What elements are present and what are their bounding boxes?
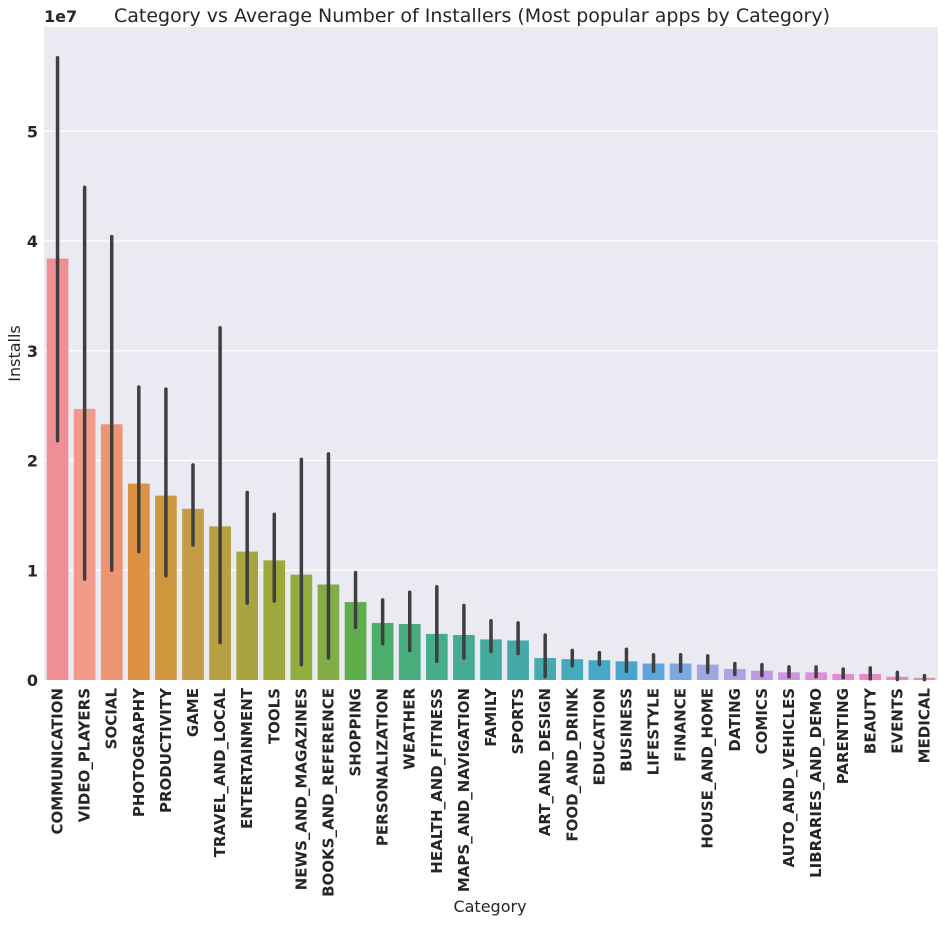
x-tick-label: MAPS_AND_NAVIGATION	[455, 688, 473, 892]
x-tick-label: FAMILY	[482, 687, 500, 747]
x-tick-label: LIFESTYLE	[645, 688, 663, 775]
y-tick-labels: 0 1 2 3 4 5	[27, 122, 38, 690]
bar-sports	[507, 640, 529, 680]
bar-education	[588, 660, 611, 680]
bar-entertainment	[236, 551, 259, 680]
x-tick-label: TRAVEL_AND_LOCAL	[211, 688, 229, 858]
y-axis-label: Installs	[5, 325, 24, 382]
plot-area	[44, 27, 938, 680]
grid-lines	[44, 130, 938, 571]
x-tick-label: DATING	[726, 688, 744, 752]
x-tick-label: HOUSE_AND_HOME	[699, 688, 717, 849]
x-tick-label: GAME	[184, 688, 202, 737]
x-tick-label: PARENTING	[834, 688, 852, 784]
x-tick-labels: COMMUNICATION VIDEO_PLAYERS SOCIAL PHOTOGRA…	[49, 687, 934, 897]
x-tick-label: WEATHER	[401, 688, 419, 770]
x-tick-label: FOOD_AND_DRINK	[563, 687, 581, 842]
bar-tools	[263, 560, 286, 680]
x-tick-label: COMICS	[753, 688, 771, 754]
x-tick-label: EDUCATION	[590, 688, 608, 785]
bar-productivity	[155, 495, 177, 680]
bar-game	[182, 508, 204, 680]
y-axis-multiplier: 1e7	[44, 7, 77, 26]
bar-communication	[46, 258, 69, 680]
error-bars	[55, 55, 927, 682]
x-tick-label: COMMUNICATION	[49, 688, 67, 835]
x-tick-label: NEWS_AND_MAGAZINES	[292, 688, 310, 890]
x-tick-label: PRODUCTIVITY	[157, 687, 175, 813]
bars	[46, 258, 936, 680]
y-tick-label: 5	[27, 122, 38, 141]
bar-family	[480, 639, 502, 680]
x-tick-label: MEDICAL	[915, 688, 933, 764]
bar-shopping	[344, 602, 367, 680]
x-tick-label: AUTO_AND_VEHICLES	[780, 688, 798, 868]
x-axis-label: Category	[453, 897, 526, 916]
y-tick-label: 2	[27, 452, 38, 471]
bar-photography	[127, 483, 150, 680]
y-tick-label: 1	[27, 561, 38, 580]
x-tick-label: TOOLS	[265, 688, 283, 744]
y-tick-label: 4	[27, 232, 38, 251]
x-tick-label: VIDEO_PLAYERS	[76, 688, 94, 822]
x-tick-label: LIBRARIES_AND_DEMO	[807, 688, 825, 878]
x-tick-label: EVENTS	[888, 688, 906, 754]
y-tick-label: 3	[27, 342, 38, 361]
x-tick-label: PHOTOGRAPHY	[130, 687, 148, 817]
bar-food-and-drink	[561, 659, 584, 680]
x-tick-label: BEAUTY	[861, 687, 879, 754]
chart-title: Category vs Average Number of Installers…	[114, 5, 830, 27]
x-tick-label: BOOKS_AND_REFERENCE	[319, 688, 337, 897]
x-tick-label: BUSINESS	[617, 688, 635, 772]
x-tick-label: PERSONALIZATION	[374, 688, 392, 846]
x-tick-label: SHOPPING	[347, 688, 365, 777]
x-tick-label: ENTERTAINMENT	[238, 687, 256, 829]
bar-personalization	[371, 622, 394, 680]
y-tick-label: 0	[27, 671, 38, 690]
x-tick-label: FINANCE	[672, 688, 690, 762]
x-tick-label: SPORTS	[509, 688, 527, 754]
x-tick-label: ART_AND_DESIGN	[536, 688, 554, 836]
x-tick-label: HEALTH_AND_FITNESS	[428, 688, 446, 874]
x-tick-label: SOCIAL	[103, 688, 121, 750]
